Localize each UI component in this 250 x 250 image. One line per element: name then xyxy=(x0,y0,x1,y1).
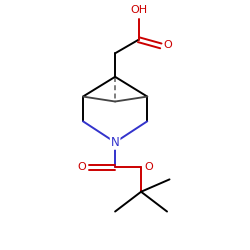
Text: OH: OH xyxy=(130,5,147,15)
Text: O: O xyxy=(163,40,172,50)
Text: O: O xyxy=(78,162,86,172)
Text: N: N xyxy=(111,136,120,149)
Text: O: O xyxy=(144,162,153,172)
